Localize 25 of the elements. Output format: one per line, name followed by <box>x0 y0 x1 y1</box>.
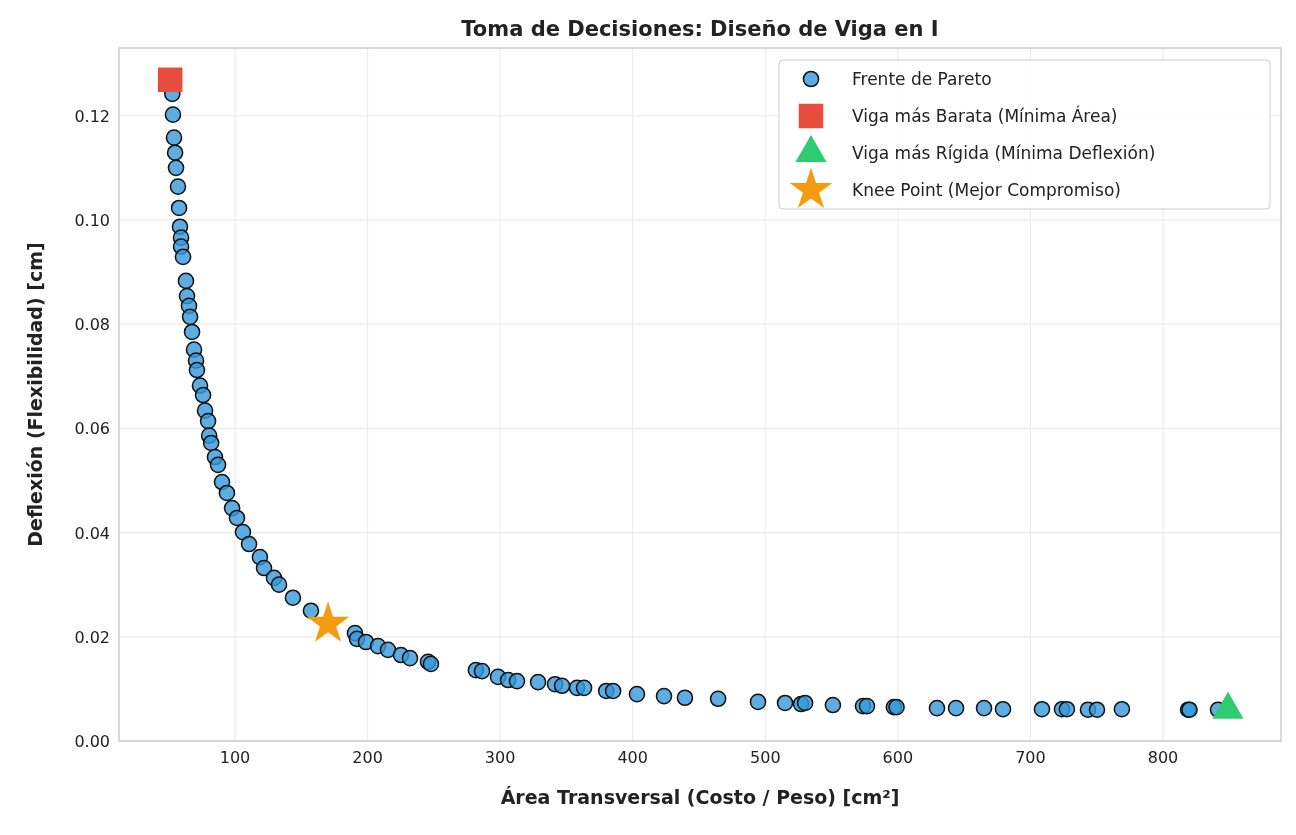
y-tick-label: 0.02 <box>74 627 110 647</box>
y-tick-label: 0.08 <box>74 315 110 335</box>
x-tick-label: 200 <box>352 748 383 767</box>
legend-label: Viga más Rígida (Mínima Deflexión) <box>852 143 1156 163</box>
point <box>306 601 350 642</box>
y-tick-label: 0.04 <box>74 523 110 543</box>
x-axis-title: Área Transversal (Costo / Peso) [cm²] <box>500 786 900 808</box>
y-tick-label: 0.06 <box>74 419 110 439</box>
x-tick-label: 300 <box>484 748 516 767</box>
legend-label: Knee Point (Mejor Compromiso) <box>852 180 1121 200</box>
y-tick-label: 0.00 <box>74 732 110 751</box>
point <box>157 67 183 93</box>
y-axis-title: Deflexión (Flexibilidad) [cm] <box>24 242 46 547</box>
x-tick-label: 400 <box>617 748 648 767</box>
chart-title: Toma de Decisiones: Diseño de Viga en I <box>461 17 939 41</box>
y-tick-label: 0.12 <box>74 106 110 126</box>
legend-label: Frente de Pareto <box>852 69 992 89</box>
x-tick-label: 700 <box>1015 748 1046 767</box>
y-tick-label: 0.10 <box>74 210 110 230</box>
x-tick-label: 600 <box>882 748 914 767</box>
x-tick-label: 500 <box>750 748 781 767</box>
legend-label: Viga más Barata (Mínima Área) <box>852 105 1118 126</box>
point <box>1212 691 1244 719</box>
x-tick-label: 800 <box>1147 748 1179 767</box>
x-tick-label: 100 <box>219 748 251 767</box>
